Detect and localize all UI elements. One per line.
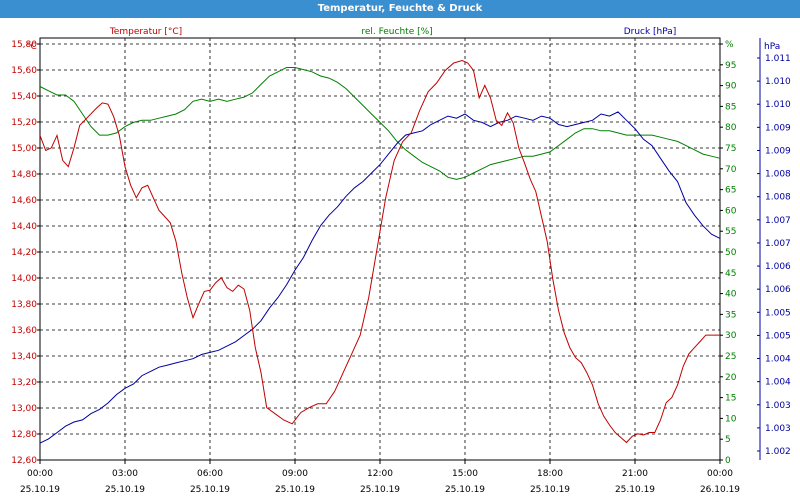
humidity-tick-label: %	[725, 40, 734, 50]
humidity-tick-label: 75	[725, 144, 736, 154]
temperature-tick-label: 12,80	[11, 430, 37, 440]
pressure-tick-label: 1.008	[765, 170, 791, 180]
time-tick-label: 15:00	[452, 469, 478, 479]
humidity-tick-label: 10	[725, 414, 737, 424]
pressure-tick-label: 1.005	[765, 331, 791, 341]
pressure-tick-label: 1.007	[765, 216, 791, 226]
temperature-tick-label: 15,20	[11, 118, 37, 128]
temperature-tick-label: 13,00	[11, 404, 37, 414]
humidity-tick-label: 5	[725, 435, 731, 445]
humidity-tick-label: 65	[725, 186, 736, 196]
time-tick-label: 00:00	[707, 469, 733, 479]
time-tick-label: 21:00	[622, 469, 648, 479]
pressure-tick-label: 1.010	[765, 100, 791, 110]
pressure-tick-label: 1.006	[765, 285, 791, 295]
humidity-tick-label: 40	[725, 290, 737, 300]
humidity-tick-label: 80	[725, 123, 737, 133]
pressure-tick-label: 1.007	[765, 239, 791, 249]
series-line-temp	[39, 59, 720, 444]
temperature-tick-label: 15,00	[11, 144, 37, 154]
date-tick-label: 25.10.19	[360, 485, 400, 495]
time-tick-label: 12:00	[367, 469, 393, 479]
temperature-tick-label: 12,60	[11, 456, 37, 466]
pressure-tick-label: 1.006	[765, 262, 791, 272]
time-tick-label: 06:00	[197, 469, 223, 479]
temperature-tick-label: 13,60	[11, 326, 37, 336]
humidity-tick-label: 20	[725, 373, 737, 383]
temperature-tick-label: 13,20	[11, 378, 37, 388]
date-tick-label: 25.10.19	[105, 485, 145, 495]
time-tick-label: 03:00	[112, 469, 138, 479]
humidity-tick-label: 25	[725, 352, 736, 362]
pressure-axis-ticks: 1.002 1.003 1.003 1.004 1.004 1.005 1.005 1.006…	[757, 38, 791, 460]
legend-humidity: rel. Feuchte [%]	[361, 27, 432, 37]
pressure-tick-label: 1.003	[765, 401, 791, 411]
temperature-tick-label: 13,80	[11, 300, 37, 310]
humidity-tick-label: 50	[725, 248, 737, 258]
pressure-tick-label: 1.010	[765, 77, 791, 87]
time-tick-label: 18:00	[537, 469, 563, 479]
date-tick-label: 25.10.19	[275, 485, 315, 495]
temperature-tick-label: 14,60	[11, 196, 37, 206]
temperature-tick-label: 15,60	[11, 66, 37, 76]
date-tick-label: 25.10.19	[190, 485, 230, 495]
date-tick-label: 25.10.19	[20, 485, 60, 495]
temperature-tick-label: 14,80	[11, 170, 37, 180]
humidity-tick-label: 0	[725, 456, 731, 466]
humidity-tick-label: 15	[725, 394, 736, 404]
time-tick-label: 00:00	[27, 469, 53, 479]
pressure-tick-label: 1.004	[765, 355, 791, 365]
temperature-tick-label: 15,80	[11, 40, 37, 50]
temperature-tick-label: 14,20	[11, 248, 37, 258]
humidity-tick-label: 35	[725, 310, 736, 320]
time-tick-label: 09:00	[282, 469, 308, 479]
humidity-axis-ticks: 0 5 10 15 20 25 30 35 40 45 50 55 60 65 70 75 80 85 90 95%	[720, 40, 737, 466]
temperature-tick-label: 15,40	[11, 92, 37, 102]
temperature-tick-label: 14,40	[11, 222, 37, 232]
date-tick-label: 26.10.19	[700, 485, 740, 495]
legend-pressure: Druck [hPa]	[624, 27, 677, 37]
temperature-axis-ticks: 12,60 12,80 13,00 13,20 13,40 13,60 13,80 14,00…	[11, 40, 40, 466]
temperature-unit-label: °C	[26, 42, 37, 52]
pressure-tick-label: 1.005	[765, 308, 791, 318]
humidity-tick-label: 95	[725, 61, 736, 71]
pressure-tick-label: 1.003	[765, 424, 791, 434]
series-line-hum	[39, 67, 721, 180]
date-tick-label: 25.10.19	[615, 485, 655, 495]
temperature-tick-label: 14,00	[11, 274, 37, 284]
pressure-tick-label: 1.002	[765, 447, 791, 457]
humidity-tick-label: 85	[725, 102, 736, 112]
humidity-tick-label: 45	[725, 269, 736, 279]
pressure-unit-label: hPa	[764, 42, 780, 52]
date-tick-label: 25.10.19	[445, 485, 485, 495]
humidity-tick-label: 90	[725, 82, 737, 92]
legend-temperature: Temperatur [°C]	[109, 27, 182, 37]
humidity-tick-label: 70	[725, 165, 737, 175]
date-tick-label: 25.10.19	[530, 485, 570, 495]
series-line-press	[39, 111, 721, 444]
chart-title: Temperatur, Feuchte & Druck	[0, 0, 800, 18]
series-lines	[39, 59, 721, 444]
pressure-tick-label: 1.008	[765, 193, 791, 203]
pressure-tick-label: 1.004	[765, 378, 791, 388]
grid	[40, 38, 720, 460]
temperature-tick-label: 13,40	[11, 352, 37, 362]
pressure-tick-label: 1.009	[765, 146, 791, 156]
pressure-tick-label: 1.011	[765, 54, 791, 64]
pressure-tick-label: 1.009	[765, 123, 791, 133]
time-axis-ticks: 00:00 25.10.19 03:00 25.10.19 06:00 25.10.19 0…	[20, 460, 740, 495]
humidity-tick-label: 30	[725, 331, 737, 341]
humidity-tick-label: 60	[725, 206, 737, 216]
humidity-tick-label: 55	[725, 227, 736, 237]
